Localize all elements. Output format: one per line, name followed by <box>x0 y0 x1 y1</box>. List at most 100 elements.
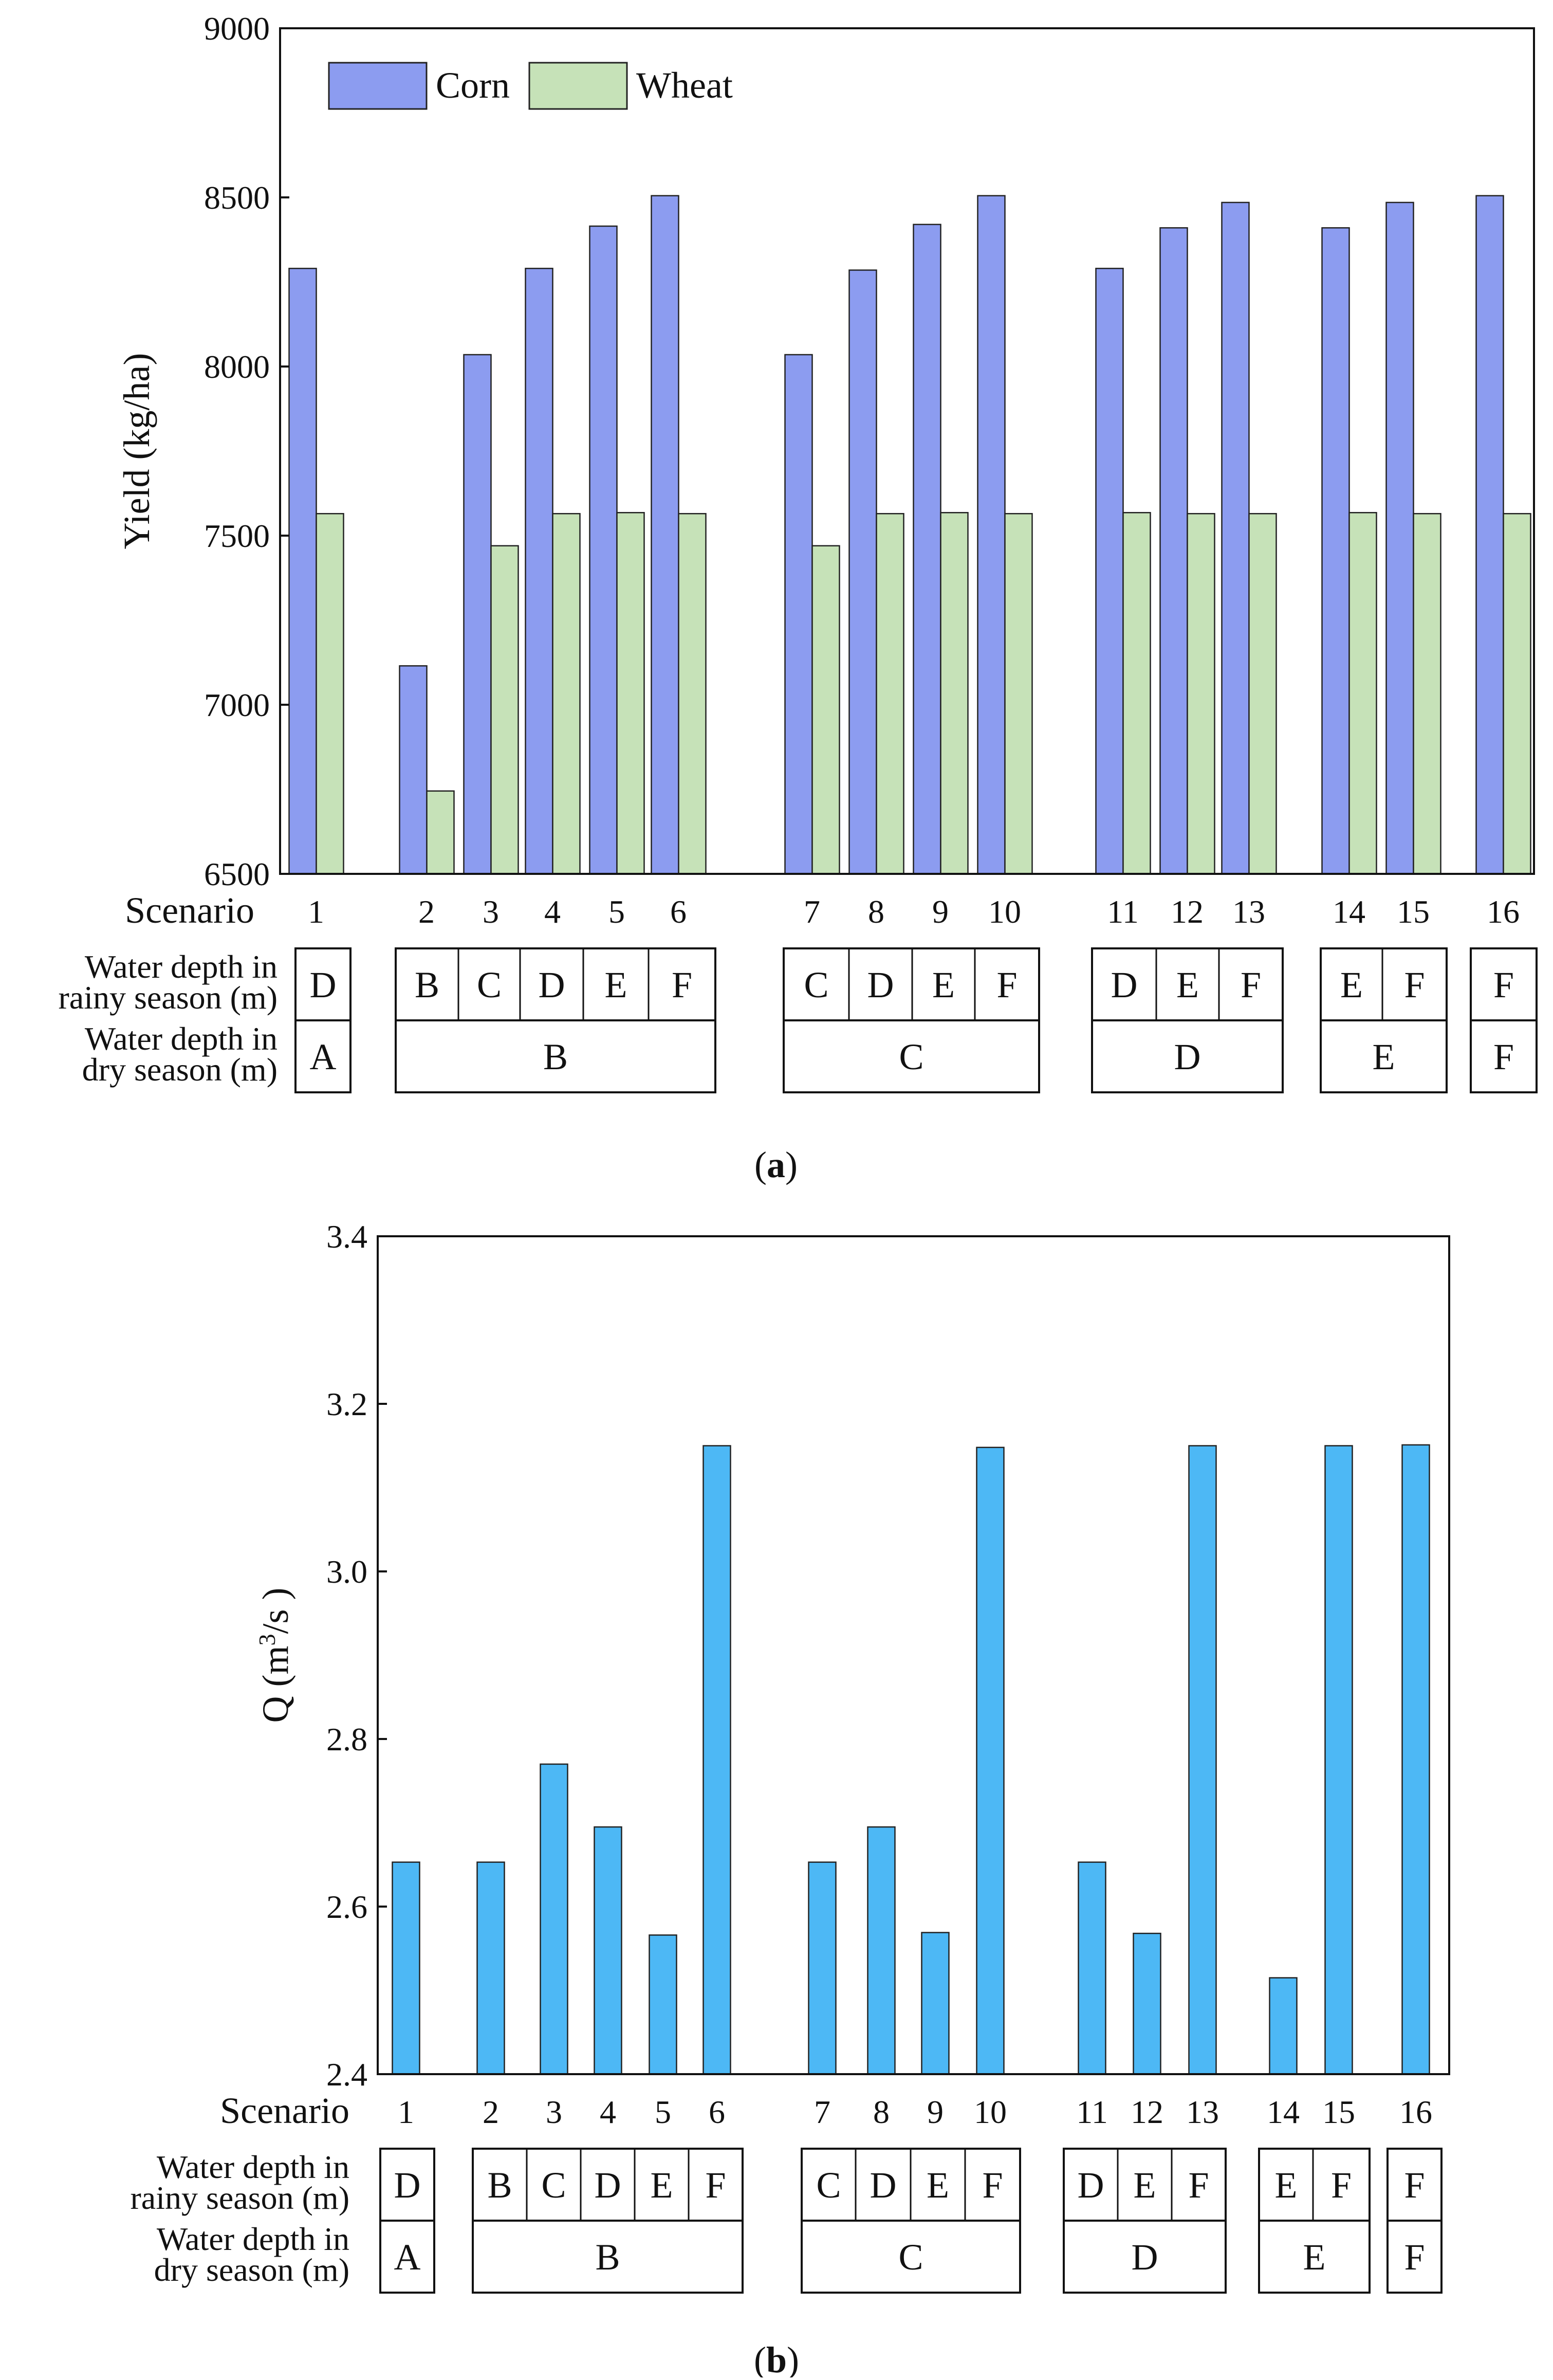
y-axis-label: Yield (kg/ha) <box>116 353 157 550</box>
x-tick-label: 8 <box>868 893 884 930</box>
scenario-group-box: DA <box>294 947 352 1093</box>
bar <box>552 512 581 875</box>
bar <box>1248 512 1277 875</box>
bar <box>651 195 679 875</box>
bar <box>1188 1445 1217 2075</box>
bar <box>589 225 618 875</box>
bar <box>490 545 519 875</box>
dry-row-box <box>1063 2220 1227 2294</box>
bar <box>476 1861 505 2075</box>
legend: Corn Wheat <box>328 62 733 110</box>
bar <box>316 512 344 875</box>
bar <box>1385 202 1414 875</box>
rainy-depth-cell: D <box>867 964 894 1005</box>
rainy-depth-cell: B <box>487 2165 512 2206</box>
x-tick-label: 4 <box>600 2094 616 2130</box>
dry-row-box <box>1091 1019 1284 1093</box>
rainy-depth-cell: F <box>705 2165 726 2206</box>
dry-depth-cell: C <box>899 1036 923 1077</box>
dry-depth-cell: F <box>1404 2237 1425 2278</box>
bar <box>1122 512 1151 875</box>
rainy-depth-cell: E <box>1134 2165 1156 2206</box>
scenario-group-box: DA <box>379 2148 435 2294</box>
rainy-depth-cell: D <box>870 2165 897 2206</box>
x-tick-label: 11 <box>1076 2094 1108 2130</box>
x-tick-label: 14 <box>1267 2094 1300 2130</box>
dry-row-box <box>1320 1019 1448 1093</box>
bar <box>616 512 645 875</box>
y-tick-label: 6500 <box>204 856 270 892</box>
rainy-depth-cell: C <box>804 964 828 1005</box>
bar <box>678 512 707 875</box>
y-tick-label: 2.4 <box>326 2056 367 2093</box>
row-label-rainy: rainy season (m) <box>58 979 278 1016</box>
x-tick-label: 1 <box>398 2094 414 2130</box>
x-tick-label: 15 <box>1397 893 1430 930</box>
dry-row-box <box>379 2220 435 2294</box>
rainy-depth-cell: B <box>415 964 439 1005</box>
rainy-depth-cell: D <box>539 964 565 1005</box>
bar <box>1503 512 1531 875</box>
dry-depth-cell: B <box>595 2237 620 2278</box>
chart-panel-a: 6500 7000 7500 8000 8500 9000 Yield (kg/ha) Sce… <box>58 10 1538 1185</box>
plot-frame <box>279 27 1535 875</box>
x-tick-label: 11 <box>1107 893 1139 930</box>
y-tick-label: 9000 <box>204 10 270 47</box>
bar <box>702 1445 731 2075</box>
dry-depth-cell: A <box>310 1036 337 1077</box>
x-tick-label: 6 <box>709 2094 725 2130</box>
bar <box>808 1861 837 2075</box>
bar <box>848 269 877 875</box>
dry-row-box <box>395 1019 716 1093</box>
scenario-group-box: D E FD <box>1063 2148 1227 2294</box>
x-tick-label: 3 <box>483 893 499 930</box>
x-tick-label: 16 <box>1399 2094 1432 2130</box>
row-label-dry: dry season (m) <box>82 1051 278 1088</box>
bar <box>1004 512 1033 875</box>
dry-row-box <box>1470 1019 1538 1093</box>
bar <box>463 354 492 875</box>
dry-depth-cell: E <box>1373 1036 1395 1077</box>
bar <box>1401 1444 1430 2075</box>
dry-depth-cell: C <box>898 2237 923 2278</box>
x-tick-label: 8 <box>873 2094 890 2130</box>
rainy-depth-cell: F <box>1404 2165 1425 2206</box>
scenario-group-box: C D E F C <box>801 2148 1021 2294</box>
row-label-dry: Water depth in <box>157 2221 349 2257</box>
plot-frame <box>377 1235 1450 2075</box>
rainy-depth-cell: C <box>816 2165 841 2206</box>
bar <box>876 512 904 875</box>
y-tick-label: 8000 <box>204 349 270 385</box>
row-label-dry: dry season (m) <box>154 2251 349 2288</box>
row-label-rainy: Water depth in <box>85 948 278 985</box>
bar <box>1095 267 1124 875</box>
bar <box>1324 1445 1353 2075</box>
chart-panel-b: 2.42.62.83.03.23.4Q (m3/s )Scenario 1 2 3 4 5… <box>130 1218 1450 2380</box>
bar <box>594 1826 622 2075</box>
x-tick-label: 3 <box>546 2094 562 2130</box>
y-tick-label: 8500 <box>204 179 270 216</box>
y-tick-label: 3.0 <box>326 1553 367 1590</box>
row-label-rainy: Water depth in <box>157 2149 349 2185</box>
bar <box>1187 512 1215 875</box>
dry-depth-cell: D <box>1174 1036 1201 1077</box>
rainy-depth-cell: F <box>982 2165 1003 2206</box>
x-tick-label: 7 <box>814 2094 830 2130</box>
y-tick-label: 7500 <box>204 518 270 554</box>
bar <box>1413 512 1441 875</box>
bar <box>811 545 840 875</box>
y-tick-label: 2.6 <box>326 1889 367 1925</box>
rainy-depth-cell: E <box>1340 964 1363 1005</box>
bar <box>1221 202 1250 875</box>
scenario-group-box: D E FD <box>1091 947 1284 1093</box>
rainy-depth-cell: D <box>310 964 337 1005</box>
legend-label-corn: Corn <box>436 65 510 106</box>
x-tick-label: 2 <box>418 893 435 930</box>
bar <box>913 224 941 875</box>
rainy-depth-cell: E <box>927 2165 949 2206</box>
dry-row-box <box>1258 2220 1371 2294</box>
rainy-depth-cell: D <box>595 2165 621 2206</box>
x-tick-label: 14 <box>1333 893 1365 930</box>
bar <box>977 195 1006 875</box>
